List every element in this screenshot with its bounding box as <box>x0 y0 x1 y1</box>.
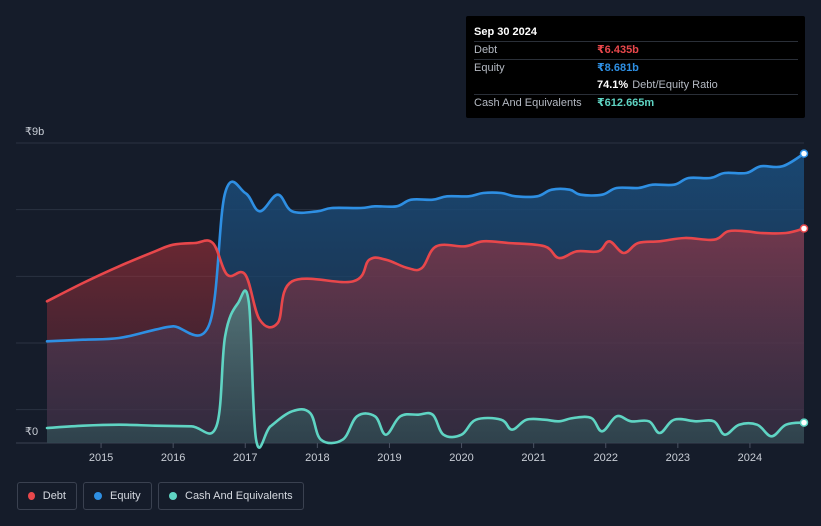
legend-cash[interactable]: Cash And Equivalents <box>158 482 304 510</box>
tooltip-cash-label: Cash And Equivalents <box>474 97 582 109</box>
x-tick-label: 2024 <box>738 452 762 464</box>
tooltip-equity-row: Equity ₹8.681b <box>474 59 798 77</box>
x-tick-label: 2021 <box>521 452 545 464</box>
x-tick-label: 2016 <box>161 452 185 464</box>
legend-equity[interactable]: Equity <box>83 482 152 510</box>
tooltip-debt-label: Debt <box>474 44 498 56</box>
end-markers <box>799 149 809 427</box>
tooltip-ratio-value: 74.1% <box>597 79 629 91</box>
x-tick-label: 2017 <box>233 452 257 464</box>
tooltip-date: Sep 30 2024 <box>474 26 537 38</box>
tooltip-ratio-label: Debt/Equity Ratio <box>632 79 718 91</box>
cash-dot-icon <box>169 492 177 500</box>
tooltip-panel: Sep 30 2024 Debt ₹6.435b Equity ₹8.681b … <box>466 16 805 118</box>
legend-equity-label: Equity <box>110 490 141 502</box>
tooltip-ratio-row: 74.1% Debt/Equity Ratio <box>474 77 798 94</box>
tooltip-equity-label: Equity <box>474 62 505 74</box>
series-areas <box>47 153 804 448</box>
equity-line <box>45 152 806 343</box>
y-axis-bottom-label: ₹0 <box>25 426 38 438</box>
cash-and-equivalents-line <box>45 289 806 449</box>
tooltip-debt-value: ₹6.435b <box>597 44 639 56</box>
x-tick-label: 2020 <box>449 452 473 464</box>
x-tick-label: 2018 <box>305 452 329 464</box>
x-axis-ticks: 2015 2016 2017 2018 2019 2020 2021 2022 2023 2024 <box>89 443 762 464</box>
equity-dot-icon <box>94 492 102 500</box>
legend-debt-label: Debt <box>42 490 66 502</box>
debt-dot-icon <box>28 492 35 500</box>
x-tick-label: 2023 <box>666 452 690 464</box>
legend-cash-label: Cash And Equivalents <box>185 490 293 502</box>
tooltip-debt-row: Debt ₹6.435b <box>474 41 798 59</box>
equity-end-marker <box>799 149 809 158</box>
legend-debt[interactable]: Debt <box>17 482 77 510</box>
series-lines <box>45 152 806 449</box>
y-axis-top-label: ₹9b <box>25 126 44 138</box>
x-tick-label: 2015 <box>89 452 113 464</box>
tooltip-cash-value: ₹612.665m <box>597 97 655 109</box>
x-tick-label: 2022 <box>593 452 617 464</box>
tooltip-equity-value: ₹8.681b <box>597 62 639 74</box>
debt-line <box>45 227 806 329</box>
tooltip-cash-row: Cash And Equivalents ₹612.665m <box>474 94 798 112</box>
cash-and-equivalents-end-marker <box>799 418 809 427</box>
cash-and-equivalents-area <box>47 290 804 448</box>
x-tick-label: 2019 <box>377 452 401 464</box>
debt-end-marker <box>799 224 809 233</box>
